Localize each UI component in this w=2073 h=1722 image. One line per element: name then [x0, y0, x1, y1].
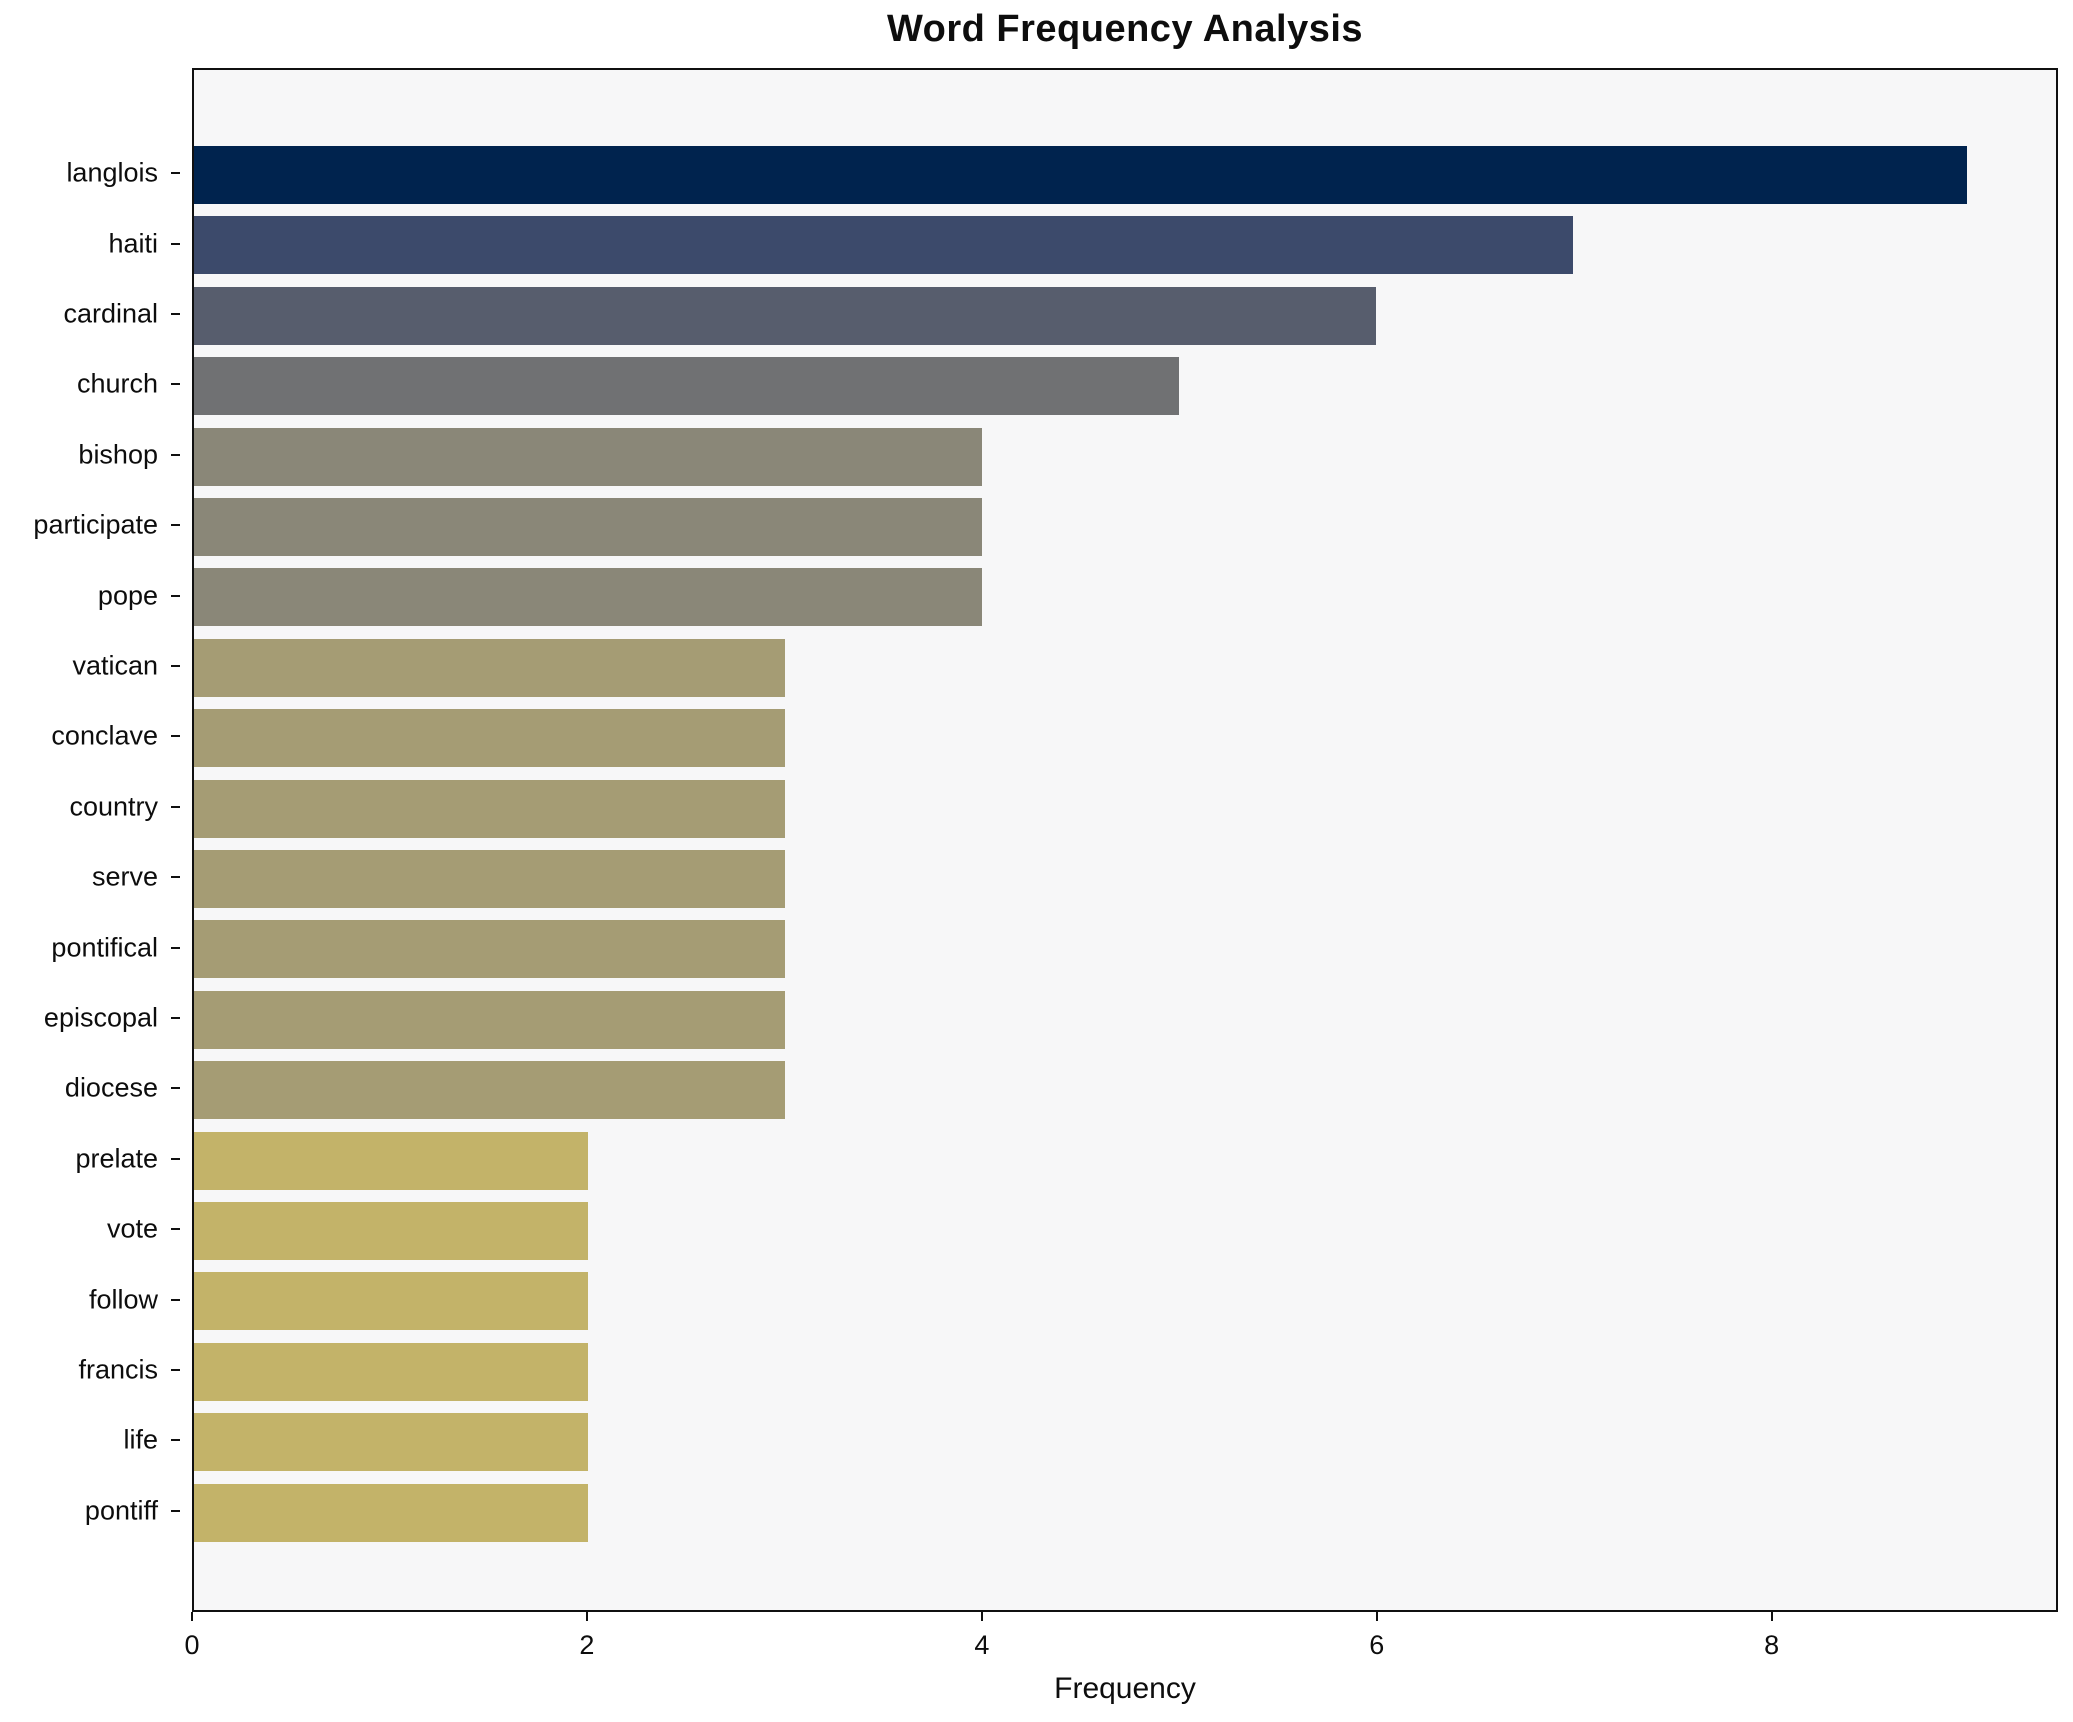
- y-tick-label: episcopal: [43, 1002, 158, 1033]
- bar-row: [194, 1126, 2056, 1196]
- bars-container: [194, 140, 2056, 1548]
- x-tick-label: 4: [974, 1630, 990, 1660]
- y-axis-tick: [171, 594, 180, 597]
- y-tick-label: langlois: [66, 157, 158, 188]
- bar-francis: [194, 1342, 589, 1401]
- y-axis-tick: [171, 946, 180, 949]
- x-axis-title: Frequency: [1054, 1672, 1196, 1705]
- y-axis-tick: [171, 1228, 180, 1231]
- y-tick-label: conclave: [51, 720, 158, 751]
- bar-row: [194, 774, 2056, 844]
- bar-row: [194, 1478, 2056, 1548]
- y-tick-label: bishop: [78, 439, 158, 470]
- bar-row: [194, 1266, 2056, 1336]
- bar-row: [194, 1055, 2056, 1125]
- bar-row: [194, 492, 2056, 562]
- bar-row: [194, 210, 2056, 280]
- bar-row: [194, 1407, 2056, 1477]
- chart-title: Word Frequency Analysis: [886, 8, 1364, 50]
- y-axis-tick: [171, 876, 180, 879]
- y-axis-tick: [171, 172, 180, 175]
- y-axis-tick: [171, 1439, 180, 1442]
- bar-pope: [194, 568, 983, 627]
- bar-haiti: [194, 216, 1574, 275]
- x-axis-tick: [191, 1612, 193, 1621]
- bar-row: [194, 1337, 2056, 1407]
- y-axis-tick: [171, 242, 180, 245]
- y-tick-label: serve: [91, 861, 158, 892]
- bar-participate: [194, 498, 983, 556]
- y-tick-label: pontifical: [51, 932, 158, 963]
- bar-row: [194, 562, 2056, 632]
- y-tick-label: vatican: [72, 650, 158, 681]
- bar-vote: [194, 1202, 589, 1260]
- y-tick-label: haiti: [108, 228, 158, 259]
- y-tick-label: life: [123, 1424, 158, 1455]
- bar-langlois: [194, 146, 1968, 204]
- x-axis: 0 2 4 6 8: [184, 1612, 2058, 1682]
- bar-prelate: [194, 1131, 589, 1190]
- bar-row: [194, 633, 2056, 703]
- bar-life: [194, 1413, 589, 1472]
- bar-row: [194, 140, 2056, 210]
- x-tick-label: 0: [184, 1630, 200, 1660]
- y-tick-label: diocese: [64, 1072, 158, 1103]
- bar-episcopal: [194, 990, 786, 1049]
- bar-row: [194, 281, 2056, 351]
- y-axis-tick: [171, 524, 180, 527]
- bar-pontifical: [194, 920, 786, 979]
- x-axis-tick: [1770, 1612, 1773, 1621]
- plot-area: [192, 68, 2058, 1612]
- bar-follow: [194, 1272, 589, 1331]
- y-tick-label: pontiff: [84, 1495, 158, 1526]
- y-axis-tick: [171, 1087, 180, 1090]
- x-axis-tick: [1375, 1612, 1378, 1621]
- bar-conclave: [194, 709, 786, 768]
- bar-row: [194, 985, 2056, 1055]
- bar-vatican: [194, 638, 786, 697]
- y-axis-tick: [171, 735, 180, 738]
- y-axis-tick: [171, 1017, 180, 1019]
- x-tick-label: 6: [1369, 1630, 1385, 1660]
- bar-row: [194, 351, 2056, 421]
- bar-row: [194, 703, 2056, 773]
- bar-row: [194, 1196, 2056, 1266]
- y-tick-label: follow: [88, 1284, 158, 1315]
- bar-diocese: [194, 1061, 786, 1120]
- y-tick-label: francis: [78, 1354, 158, 1385]
- x-axis-tick: [980, 1612, 983, 1621]
- x-axis-tick: [585, 1612, 588, 1621]
- y-axis-tick: [171, 665, 180, 667]
- y-axis-tick: [171, 1298, 180, 1301]
- y-axis-tick: [171, 383, 180, 386]
- bar-row: [194, 844, 2056, 914]
- bar-bishop: [194, 427, 983, 486]
- y-tick-label: country: [69, 791, 158, 822]
- bar-serve: [194, 850, 786, 908]
- bar-pontiff: [194, 1483, 589, 1542]
- y-tick-label: vote: [106, 1213, 158, 1244]
- y-tick-label: pope: [97, 580, 158, 611]
- x-tick-label: 2: [579, 1630, 595, 1660]
- y-axis-tick: [171, 1157, 180, 1160]
- y-tick-label: church: [76, 368, 158, 399]
- bar-church: [194, 357, 1180, 416]
- bar-row: [194, 914, 2056, 984]
- y-tick-label: cardinal: [63, 298, 158, 329]
- y-tick-label: participate: [33, 509, 158, 540]
- y-axis-tick: [171, 1509, 180, 1512]
- x-tick-label: 8: [1764, 1630, 1780, 1660]
- y-axis-tick: [171, 1369, 180, 1371]
- y-axis-tick: [171, 313, 180, 315]
- bar-country: [194, 779, 786, 838]
- y-axis: langlois haiti cardinal church bishop partici…: [0, 68, 180, 1612]
- y-tick-label: prelate: [75, 1143, 158, 1174]
- y-axis-tick: [171, 453, 180, 456]
- y-axis-tick: [171, 805, 180, 808]
- bar-row: [194, 422, 2056, 492]
- bar-cardinal: [194, 286, 1377, 345]
